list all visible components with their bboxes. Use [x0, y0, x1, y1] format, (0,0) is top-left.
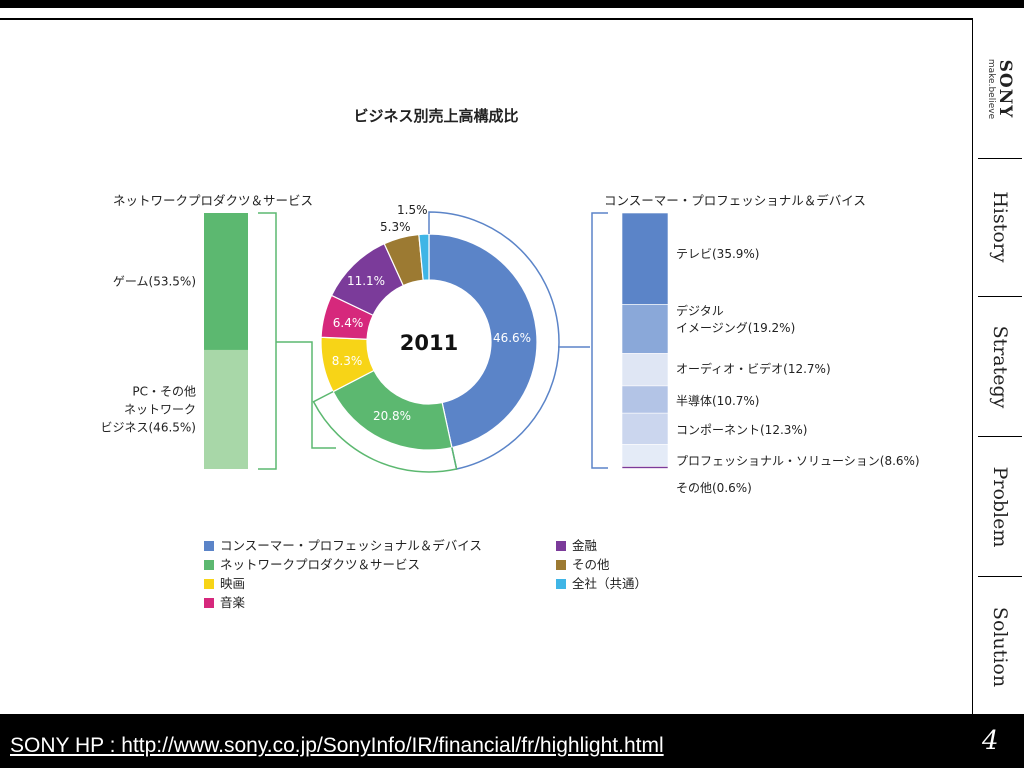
right-breakdown-label: 半導体(10.7%)	[676, 394, 760, 408]
left-bracket	[258, 212, 277, 470]
legend-swatch	[204, 560, 214, 570]
legend-label: 金融	[572, 538, 598, 553]
right-bracket	[591, 212, 608, 469]
left-breakdown-bar-segment	[204, 349, 248, 469]
tab-strategy[interactable]: Strategy	[978, 298, 1022, 437]
top-bar	[0, 0, 1024, 8]
right-breakdown-bar-segment	[621, 353, 669, 387]
source-link[interactable]: SONY HP : http://www.sony.co.jp/SonyInfo…	[10, 734, 664, 757]
sony-logo: SONY make.believe	[978, 20, 1022, 159]
right-breakdown-bar-segment	[621, 444, 669, 467]
legend-label: 音楽	[220, 595, 246, 610]
donut-data-label: 11.1%	[347, 274, 385, 288]
legend-swatch	[556, 541, 566, 551]
right-breakdown-label: オーディオ・ビデオ(12.7%)	[676, 361, 831, 376]
left-breakdown-label: ゲーム(53.5%)	[113, 274, 196, 288]
right-breakdown-bar-segment	[621, 385, 669, 414]
legend-swatch	[204, 598, 214, 608]
tab-history[interactable]: History	[978, 158, 1022, 297]
left-breakdown-title: ネットワークプロダクツ＆サービス	[113, 193, 313, 208]
right-breakdown-label: テレビ(35.9%)	[676, 247, 760, 261]
right-breakdown-title: コンスーマー・プロフェッショナル＆デバイス	[604, 193, 866, 208]
tab-problem-label: Problem	[989, 466, 1011, 548]
tab-problem[interactable]: Problem	[978, 438, 1022, 577]
chart-title: ビジネス別売上高構成比	[353, 107, 518, 125]
sidebar	[972, 18, 1024, 714]
left-breakdown-label: PC・その他	[132, 384, 196, 398]
donut-center-label: 2011	[400, 331, 458, 355]
left-breakdown-bar-segment	[204, 213, 248, 350]
legend-swatch	[556, 560, 566, 570]
donut-callout-rim	[428, 211, 560, 470]
right-breakdown-bar-segment	[621, 304, 669, 354]
legend-swatch	[556, 579, 566, 589]
right-breakdown-bar-segment	[621, 212, 669, 305]
legend-label: 全社（共通）	[572, 576, 647, 591]
donut-data-label: 46.6%	[493, 331, 531, 345]
logo-brand: SONY	[995, 59, 1015, 119]
donut-chart: 46.6% 20.8% 8.3% 6.4% 11.1% 5.3% 1.5%	[276, 203, 590, 473]
right-breakdown-bar-segment	[621, 466, 669, 469]
left-breakdown-label: ビジネス(46.5%)	[101, 420, 197, 434]
right-breakdown-label: イメージング(19.2%)	[676, 321, 795, 335]
tab-strategy-label: Strategy	[989, 325, 1011, 409]
tab-solution[interactable]: Solution	[978, 578, 1022, 712]
business-sales-chart: ビジネス別売上高構成比 ネットワークプロダクツ＆サービス コンスーマー・プロフェ…	[101, 107, 920, 610]
legend-label: その他	[572, 557, 610, 572]
logo-tagline: make.believe	[986, 58, 996, 120]
right-breakdown-label: デジタル	[676, 303, 724, 318]
right-breakdown-label: プロフェッショナル・ソリューション(8.6%)	[676, 454, 920, 468]
donut-data-label: 20.8%	[373, 409, 411, 423]
donut-slice	[418, 233, 430, 281]
donut-data-label: 1.5%	[397, 203, 428, 217]
legend-label: 映画	[220, 576, 245, 591]
donut-data-label: 8.3%	[332, 354, 363, 368]
network-connector	[276, 341, 336, 449]
legend-label: ネットワークプロダクツ＆サービス	[220, 557, 420, 572]
legend-swatch	[204, 579, 214, 589]
right-breakdown-label: その他(0.6%)	[676, 481, 752, 495]
right-breakdown-label: コンポーネント(12.3%)	[676, 423, 808, 437]
left-breakdown-label: ネットワーク	[124, 402, 196, 416]
tab-history-label: History	[989, 191, 1011, 263]
footer-bar	[0, 714, 1024, 768]
donut-callout-rim	[312, 390, 458, 473]
donut-slice	[428, 233, 538, 449]
legend-label: コンスーマー・プロフェッショナル＆デバイス	[220, 538, 482, 553]
chart-legend: コンスーマー・プロフェッショナル＆デバイスネットワークプロダクツ＆サービス映画音…	[204, 538, 647, 610]
donut-data-label: 5.3%	[380, 220, 411, 234]
page-number: 4	[982, 726, 999, 756]
tab-solution-label: Solution	[989, 606, 1011, 688]
right-breakdown-bar-segment	[621, 412, 669, 445]
legend-swatch	[204, 541, 214, 551]
donut-data-label: 6.4%	[333, 316, 364, 330]
